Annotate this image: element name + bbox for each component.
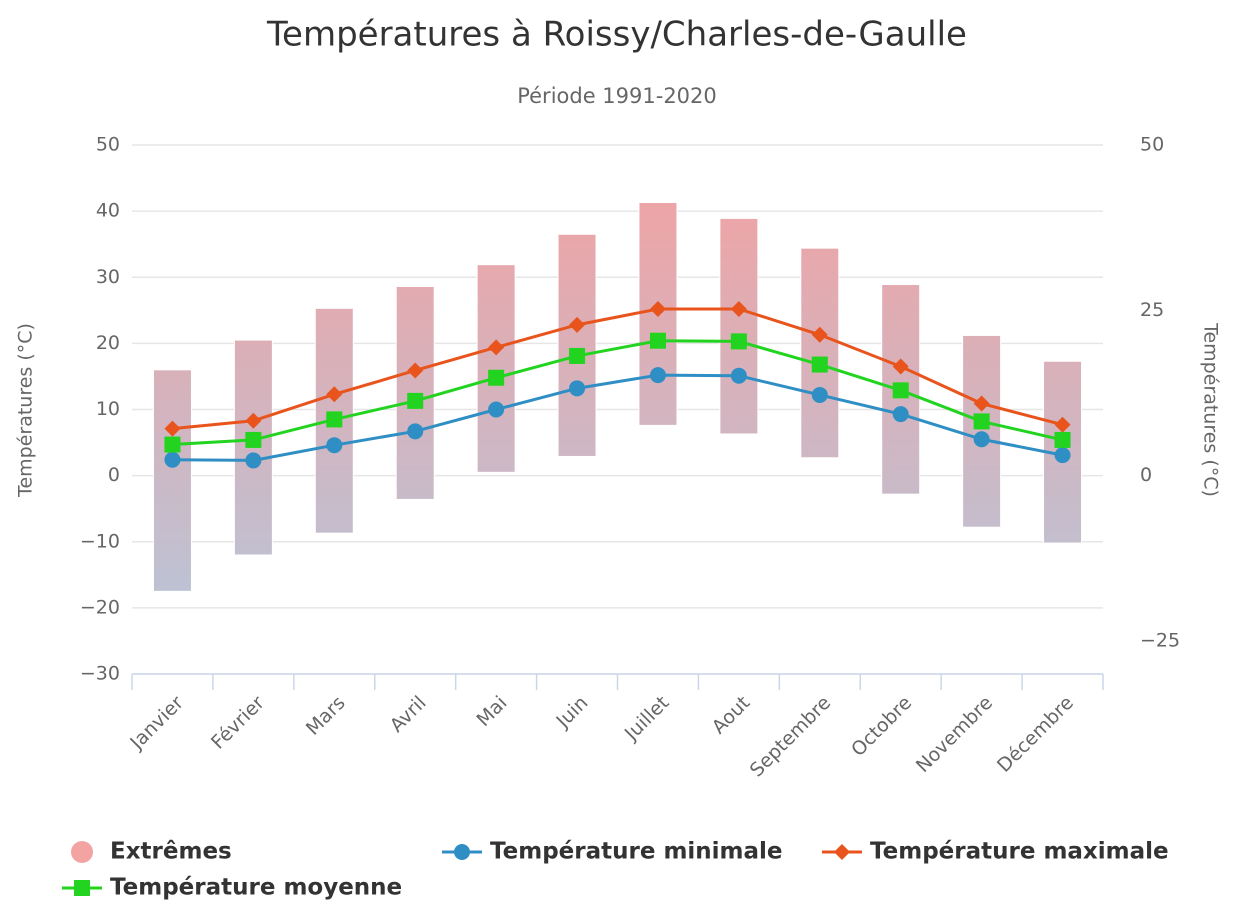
x-tick-label: Aout bbox=[708, 692, 755, 739]
marker bbox=[649, 300, 666, 317]
line bbox=[172, 339, 1063, 447]
x-tick-label: Décembre bbox=[993, 692, 1078, 777]
x-tick-label: Juillet bbox=[620, 692, 673, 745]
marker bbox=[730, 300, 747, 317]
marker bbox=[973, 395, 990, 412]
legend-label: Température minimale bbox=[490, 839, 783, 865]
x-tick-label: Février bbox=[207, 692, 269, 754]
marker bbox=[326, 437, 343, 454]
marker bbox=[245, 412, 262, 429]
y-tick-label: −10 bbox=[80, 530, 120, 552]
marker bbox=[569, 316, 586, 333]
y2-tick-label: 0 bbox=[1140, 464, 1152, 486]
x-tick-label: Novembre bbox=[912, 692, 997, 777]
y-tick-label: 0 bbox=[108, 464, 120, 486]
marker bbox=[407, 392, 424, 409]
marker bbox=[834, 844, 850, 860]
x-tick-label: Septembre bbox=[746, 692, 836, 782]
range-bar bbox=[476, 264, 516, 473]
marker bbox=[407, 423, 424, 440]
legend-item: Température minimale bbox=[442, 839, 783, 865]
y-tick-label: −30 bbox=[80, 663, 120, 685]
marker bbox=[973, 431, 990, 448]
chart-subtitle: Période 1991-2020 bbox=[517, 84, 717, 108]
marker bbox=[569, 347, 586, 364]
marker bbox=[730, 367, 747, 384]
marker bbox=[488, 339, 505, 356]
range-bar bbox=[557, 233, 597, 457]
line bbox=[172, 307, 1063, 431]
marker bbox=[730, 333, 747, 350]
legend-label: Extrêmes bbox=[110, 839, 232, 865]
marker bbox=[649, 332, 666, 349]
legend-label: Température maximale bbox=[870, 839, 1169, 865]
marker bbox=[1054, 416, 1071, 433]
marker bbox=[1054, 447, 1071, 464]
y-tick-label: 30 bbox=[96, 266, 120, 288]
y-tick-label: 50 bbox=[96, 134, 120, 156]
marker bbox=[454, 844, 470, 860]
x-tick-label: Avril bbox=[386, 692, 431, 737]
y-tick-label: −20 bbox=[80, 596, 120, 618]
line bbox=[172, 373, 1063, 462]
marker bbox=[326, 411, 343, 428]
y2-tick-label: −25 bbox=[1140, 629, 1180, 651]
y2-tick-label: 25 bbox=[1140, 299, 1164, 321]
marker bbox=[811, 356, 828, 373]
marker bbox=[973, 413, 990, 430]
legend-item: Extrêmes bbox=[71, 839, 232, 865]
legend-symbol bbox=[71, 841, 93, 863]
y-axis-label: Températures (°C) bbox=[15, 323, 37, 498]
y2-tick-label: 50 bbox=[1140, 134, 1164, 156]
range-bar bbox=[152, 369, 192, 592]
x-tick-label: Mars bbox=[302, 692, 350, 740]
x-tick-label: Janvier bbox=[125, 692, 188, 755]
y-tick-label: 20 bbox=[96, 332, 120, 354]
x-tick-label: Juin bbox=[551, 692, 592, 733]
legend-item: Température maximale bbox=[822, 839, 1169, 865]
marker bbox=[488, 369, 505, 386]
marker bbox=[569, 380, 586, 397]
marker bbox=[811, 386, 828, 403]
range-bar bbox=[719, 217, 759, 435]
marker bbox=[326, 386, 343, 403]
marker bbox=[245, 431, 262, 448]
marker bbox=[1054, 431, 1071, 448]
marker bbox=[488, 401, 505, 418]
range-bar bbox=[800, 247, 840, 459]
marker bbox=[245, 452, 262, 469]
legend-label: Température moyenne bbox=[110, 875, 402, 901]
chart-title: Températures à Roissy/Charles-de-Gaulle bbox=[266, 15, 967, 55]
marker bbox=[892, 382, 909, 399]
marker bbox=[164, 451, 181, 468]
x-tick-label: Octobre bbox=[847, 692, 916, 761]
marker bbox=[892, 358, 909, 375]
legend-item: Température moyenne bbox=[62, 875, 402, 901]
marker bbox=[407, 362, 424, 379]
y-tick-label: 10 bbox=[96, 398, 120, 420]
marker bbox=[811, 326, 828, 343]
y-tick-label: 40 bbox=[96, 200, 120, 222]
y2-axis-label: Températures (°C) bbox=[1200, 322, 1222, 497]
marker bbox=[164, 420, 181, 437]
marker bbox=[74, 880, 90, 896]
x-tick-label: Mai bbox=[472, 692, 511, 731]
marker bbox=[164, 436, 181, 453]
marker bbox=[892, 406, 909, 423]
marker bbox=[649, 367, 666, 384]
